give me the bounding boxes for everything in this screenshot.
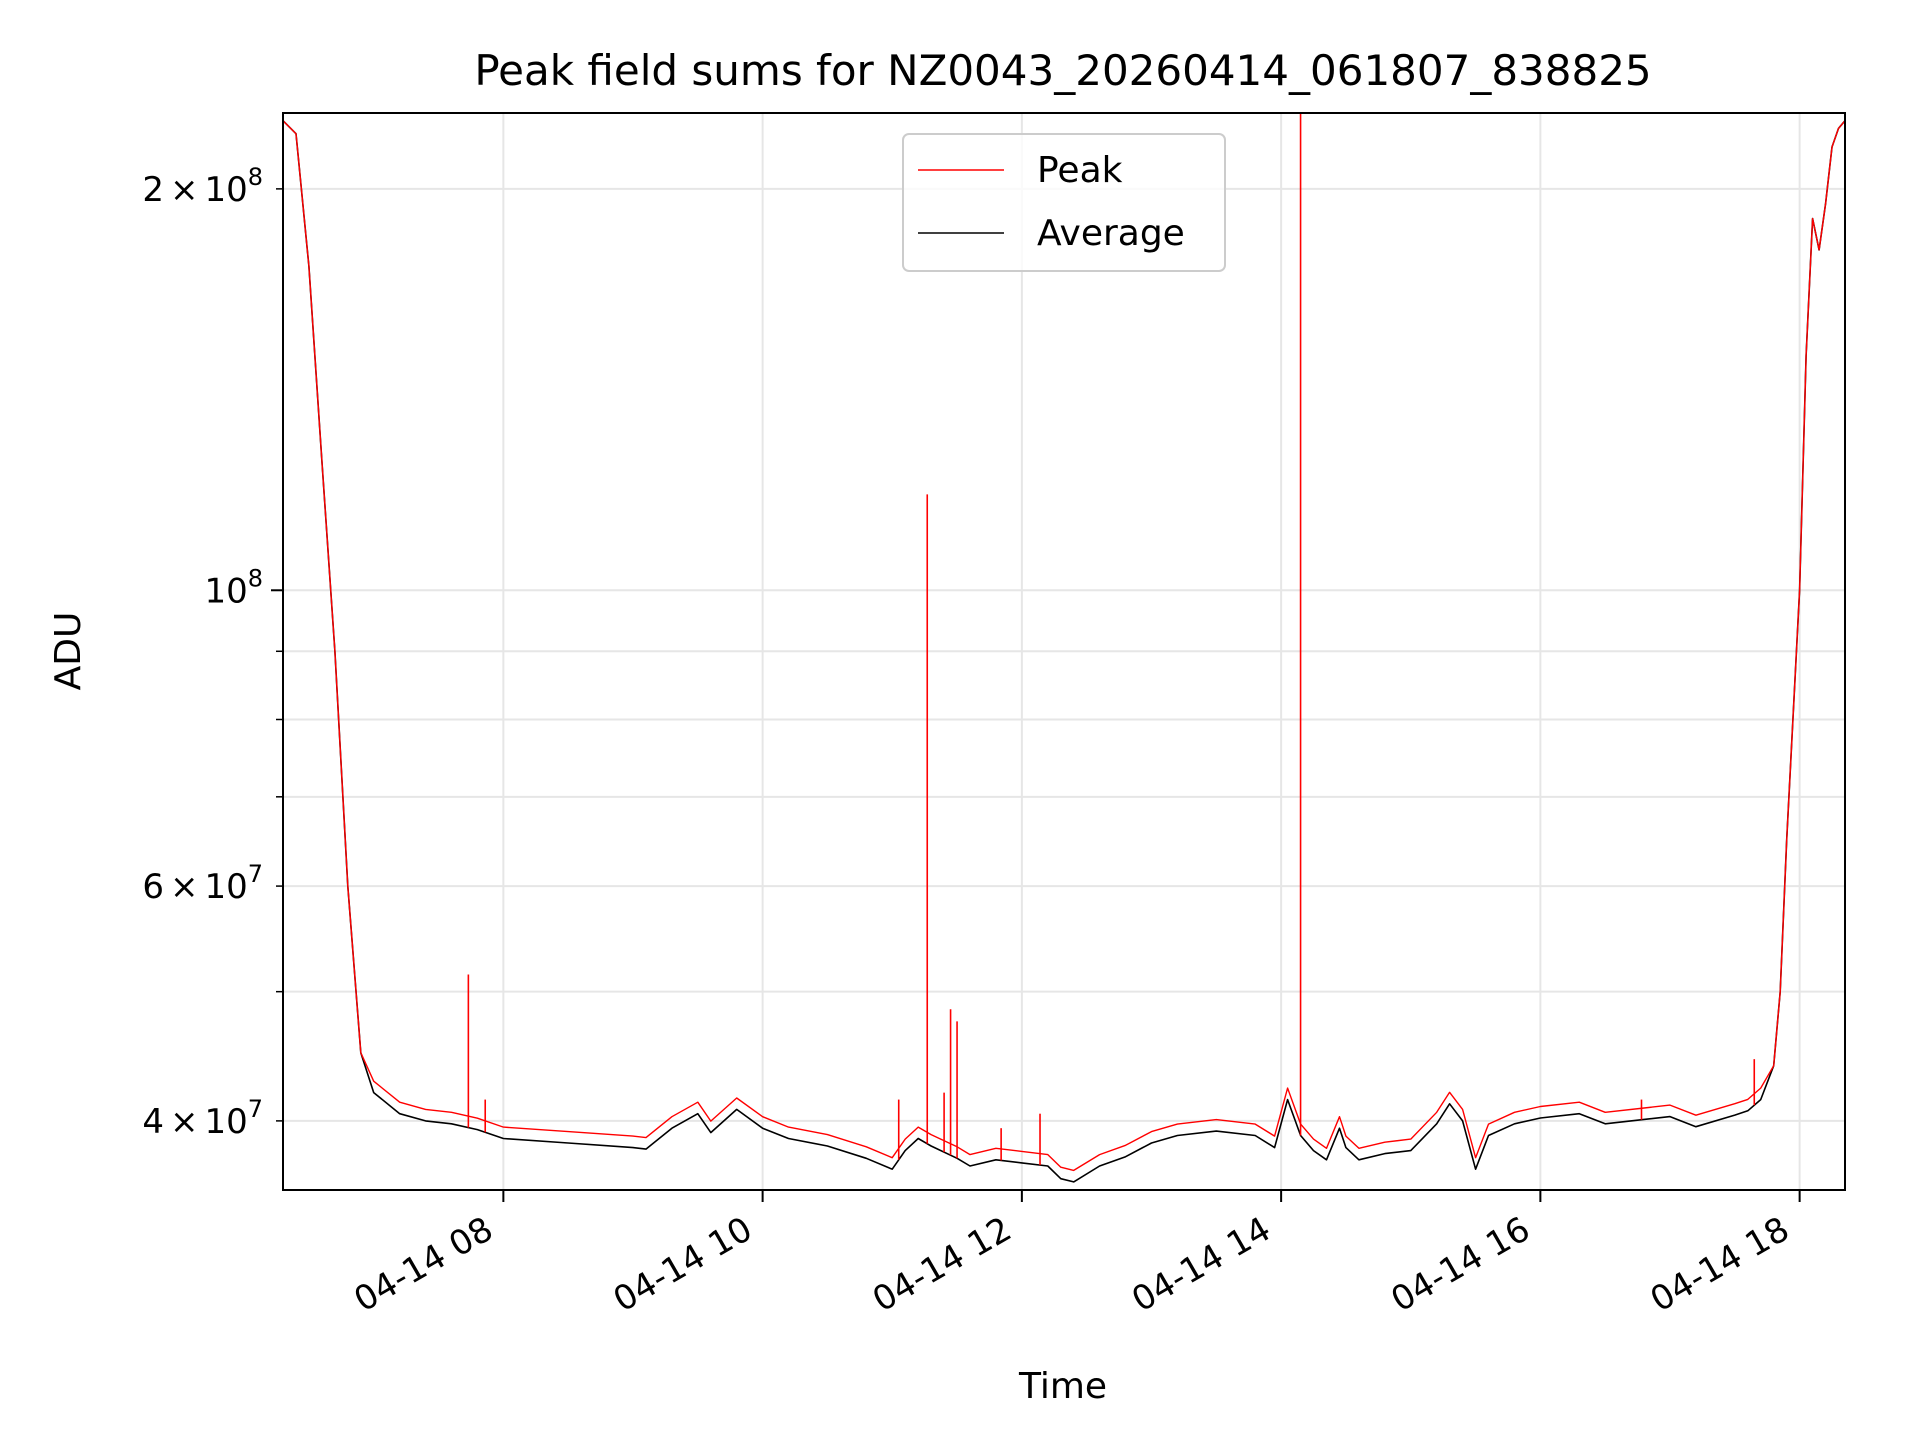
x-axis-title: Time xyxy=(1018,1366,1107,1407)
legend-label-peak: Peak xyxy=(1037,150,1123,191)
legend-box xyxy=(902,133,1226,272)
y-tick-label: 2 × 108 xyxy=(142,163,263,210)
legend-label-average: Average xyxy=(1037,213,1185,254)
series-peak xyxy=(282,113,1846,1172)
y-tick-label: 108 xyxy=(204,564,263,611)
y-axis-title: ADU xyxy=(48,612,89,691)
series-average xyxy=(282,120,1846,1183)
legend: Peak Average xyxy=(902,133,1226,272)
y-tick-label: 4 × 107 xyxy=(142,1095,263,1142)
chart-title: Peak field sums for NZ0043_20260414_0618… xyxy=(474,46,1651,95)
average-line xyxy=(282,120,1846,1183)
peak-line xyxy=(282,120,1846,1172)
y-axis: 108 4 × 107 6 × 107 2 × 108 xyxy=(142,163,283,1142)
y-tick-label: 6 × 107 xyxy=(142,860,263,907)
